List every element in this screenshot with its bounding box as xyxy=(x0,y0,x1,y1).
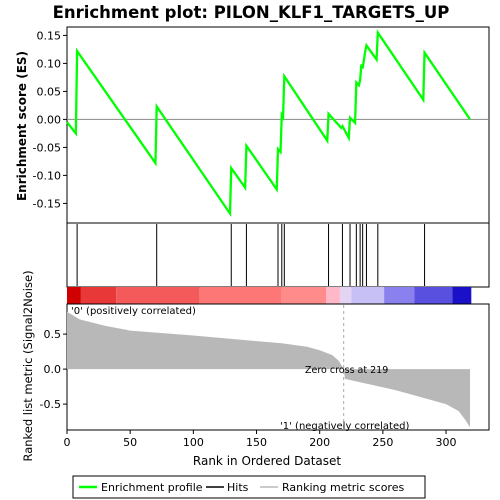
x-tick-label: 100 xyxy=(183,436,204,449)
x-axis-label: Rank in Ordered Dataset xyxy=(193,454,341,468)
negative-correlation-label: '1' (negatively correlated) xyxy=(280,421,409,432)
ranking-bar-segment xyxy=(282,287,326,304)
metric-tick-label: -0.5 xyxy=(40,398,61,411)
ranking-bar-segment xyxy=(414,287,452,304)
metric-axis-ticks: 0.5 0.0 -0.5 xyxy=(40,328,67,411)
ranking-bar-segment xyxy=(67,287,81,304)
ranking-bar-segment xyxy=(340,287,351,304)
ranking-bar-segment xyxy=(384,287,414,304)
ranking-bar-segment xyxy=(200,287,282,304)
zero-cross-label: Zero cross at 219 xyxy=(305,365,388,376)
x-tick-label: 200 xyxy=(309,436,330,449)
x-tick-label: 150 xyxy=(246,436,267,449)
ranking-color-bar xyxy=(67,287,471,304)
legend-hits-label: Hits xyxy=(227,481,249,494)
chart-title: Enrichment plot: PILON_KLF1_TARGETS_UP xyxy=(53,3,450,22)
metric-axis-label: Ranked list metric (Signal2Noise) xyxy=(21,270,35,461)
ranking-bar-segment xyxy=(452,287,471,304)
legend-metric-label: Ranking metric scores xyxy=(282,481,404,494)
ranking-bar-segment xyxy=(116,287,199,304)
x-tick-label: 50 xyxy=(123,436,137,449)
x-axis-ticks: 0 50 100 150 200 250 300 xyxy=(64,430,457,449)
es-tick-label: 0.15 xyxy=(37,29,62,42)
es-tick-label: 0.00 xyxy=(37,113,62,126)
es-tick-label: -0.15 xyxy=(33,197,61,210)
metric-tick-label: 0.5 xyxy=(44,328,62,341)
metric-tick-label: 0.0 xyxy=(44,363,62,376)
ranking-bar-segment xyxy=(351,287,384,304)
es-tick-label: -0.10 xyxy=(33,169,61,182)
es-axis-label: Enrichment score (ES) xyxy=(15,51,29,201)
es-axis-ticks: 0.15 0.10 0.05 0.00 -0.05 -0.10 -0.15 xyxy=(33,29,67,210)
legend-enrichment-label: Enrichment profile xyxy=(101,481,203,494)
x-tick-label: 0 xyxy=(64,436,71,449)
ranking-bar-segment xyxy=(326,287,340,304)
positive-correlation-label: '0' (positively correlated) xyxy=(71,306,196,317)
es-tick-label: -0.05 xyxy=(33,141,61,154)
es-tick-label: 0.05 xyxy=(37,85,62,98)
es-tick-label: 0.10 xyxy=(37,57,62,70)
ranking-bar-segment xyxy=(81,287,116,304)
x-tick-label: 300 xyxy=(436,436,457,449)
x-tick-label: 250 xyxy=(372,436,393,449)
